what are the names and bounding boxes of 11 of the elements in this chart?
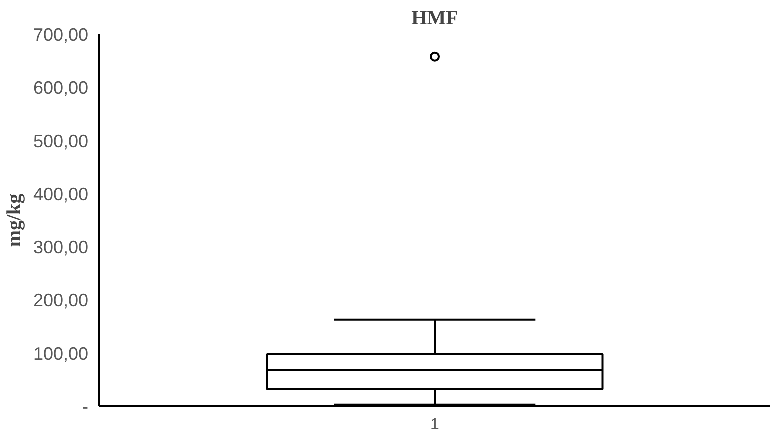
y-tick-label: 500,00: [33, 131, 89, 152]
y-tick-label: 400,00: [33, 184, 89, 204]
y-tick-label: 600,00: [33, 78, 89, 98]
y-tick-label: 100,00: [33, 344, 89, 364]
chart-title: HMF: [412, 8, 458, 30]
y-axis-title: mg/kg: [3, 194, 26, 248]
y-tick-label: -: [82, 397, 89, 417]
y-tick-label: 300,00: [33, 238, 89, 258]
x-tick-label: 1: [430, 416, 440, 432]
y-tick-label: 700,00: [33, 25, 89, 45]
y-tick-label: 200,00: [33, 290, 89, 311]
